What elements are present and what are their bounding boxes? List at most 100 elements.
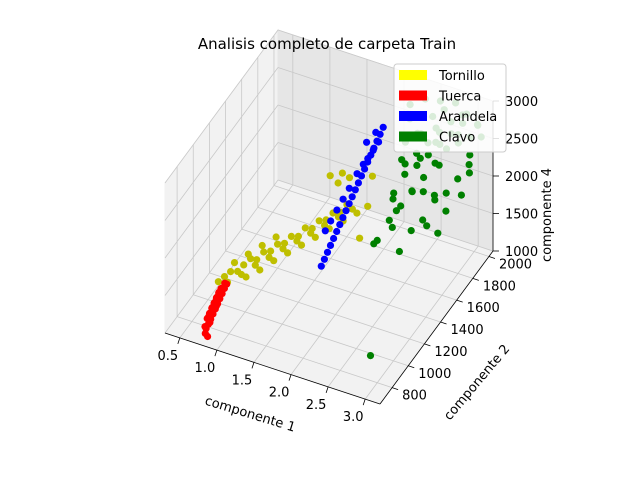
data-point xyxy=(280,239,289,247)
data-point xyxy=(214,278,222,286)
data-point xyxy=(333,227,341,236)
data-point xyxy=(398,156,406,164)
y-tick-mark xyxy=(456,299,463,303)
x-tick-mark xyxy=(214,350,218,357)
data-point xyxy=(327,217,335,225)
x-tick-mark xyxy=(325,386,329,393)
data-point xyxy=(416,154,424,162)
z-tick-label: 1500 xyxy=(505,208,538,223)
data-point xyxy=(320,255,328,263)
legend-swatch xyxy=(399,70,427,80)
data-point xyxy=(339,214,347,222)
data-point xyxy=(379,123,387,131)
data-point xyxy=(208,308,217,316)
grid-line-y xyxy=(209,272,425,345)
data-point xyxy=(256,266,264,274)
data-point xyxy=(323,248,332,256)
legend-label: Tornillo xyxy=(438,69,485,84)
y-tick-label: 2000 xyxy=(499,257,532,272)
data-point xyxy=(454,175,462,183)
grid-line-y xyxy=(225,250,441,323)
data-point xyxy=(407,227,415,235)
data-point xyxy=(212,302,220,310)
data-point xyxy=(413,161,421,169)
data-point xyxy=(330,234,338,243)
grid-line-z xyxy=(164,179,279,334)
legend-label: Tuerca xyxy=(438,90,481,105)
x-tick-mark xyxy=(177,337,181,345)
data-point xyxy=(359,160,367,168)
grid-line-z xyxy=(164,67,279,221)
y-tick-mark xyxy=(408,365,415,369)
z-axis-label: componente 4 xyxy=(540,168,555,262)
data-point xyxy=(424,151,432,159)
data-point xyxy=(457,191,465,199)
data-point xyxy=(419,188,427,196)
x-tick-label: 1.0 xyxy=(195,361,216,376)
data-point xyxy=(363,138,371,146)
x-tick-label: 3.0 xyxy=(343,410,364,425)
x-tick-mark xyxy=(288,374,292,381)
grid-line-x xyxy=(253,209,368,363)
x-axis-line xyxy=(164,332,381,405)
data-point xyxy=(364,155,372,163)
data-point xyxy=(434,229,442,237)
data-point xyxy=(353,209,361,217)
legend-swatch xyxy=(399,131,427,142)
grid-line-x xyxy=(364,245,479,400)
y-tick-mark xyxy=(488,256,496,259)
data-point xyxy=(315,217,323,225)
data-point xyxy=(270,257,278,265)
data-point xyxy=(375,138,383,146)
data-point xyxy=(389,195,397,203)
data-point xyxy=(356,234,364,242)
data-point xyxy=(301,224,309,232)
data-point xyxy=(221,279,229,287)
data-point xyxy=(339,195,347,203)
data-point xyxy=(392,207,400,215)
y-tick-mark xyxy=(472,277,479,281)
chart-title: Analisis completo de carpeta Train xyxy=(198,35,456,53)
data-point xyxy=(345,200,353,208)
grid-line-y xyxy=(257,206,473,279)
data-point xyxy=(442,189,450,197)
data-point xyxy=(345,184,353,192)
data-point xyxy=(442,207,450,215)
grid-line-z xyxy=(277,104,494,177)
data-point xyxy=(385,216,393,224)
grid-line-z xyxy=(164,104,279,259)
data-point xyxy=(364,202,372,210)
data-point xyxy=(230,259,239,267)
data-point xyxy=(201,323,209,331)
data-point xyxy=(326,172,334,180)
grid-line-z xyxy=(277,179,494,252)
data-point xyxy=(293,237,301,245)
data-point xyxy=(395,247,403,256)
data-point xyxy=(251,261,259,269)
x-tick-label: 2.0 xyxy=(269,386,290,401)
grid-line-x xyxy=(290,221,405,375)
legend: Tornillo Tuerca Arandela Clavo xyxy=(393,63,507,153)
data-point xyxy=(435,161,443,169)
data-point xyxy=(274,240,282,248)
legend-box xyxy=(393,63,507,153)
z-tick-label: 2000 xyxy=(505,170,538,185)
x-tick-mark xyxy=(362,398,366,406)
data-point xyxy=(321,227,329,235)
data-point xyxy=(287,232,295,240)
legend-swatch xyxy=(399,90,427,101)
legend-label: Arandela xyxy=(439,110,497,125)
data-point xyxy=(244,250,252,258)
y-tick-label: 1200 xyxy=(434,345,467,360)
data-point xyxy=(267,247,275,255)
axis-ticks: 0.5 1.0 1.5 2.0 2.5 3.0 800 1000 1200 1400 1600 180… xyxy=(157,95,538,425)
data-point xyxy=(373,236,381,244)
grid-line-z xyxy=(277,142,494,214)
data-point xyxy=(408,187,416,195)
data-point xyxy=(336,221,344,229)
data-point xyxy=(465,161,473,169)
z-tick-label: 1000 xyxy=(505,245,538,260)
data-point xyxy=(388,223,396,231)
data-point xyxy=(206,318,214,326)
